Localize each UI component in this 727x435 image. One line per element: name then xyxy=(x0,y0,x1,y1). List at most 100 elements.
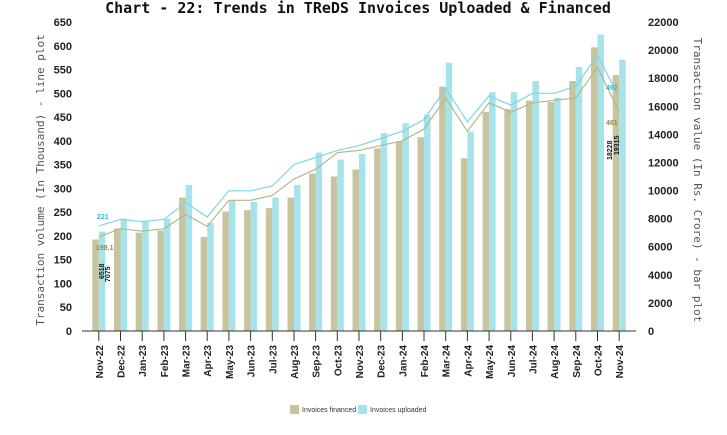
bar-financed xyxy=(92,239,99,331)
bars xyxy=(92,34,626,332)
end-line-financed-label: 461 xyxy=(606,120,618,127)
x-tick-label: Dec-23 xyxy=(377,345,388,378)
end-line-uploaded-label: 492 xyxy=(606,85,618,92)
x-tick-label: May-23 xyxy=(225,345,236,379)
line-financed xyxy=(98,66,620,238)
y-right-tick-label: 0 xyxy=(648,326,654,338)
bar-uploaded xyxy=(619,59,626,331)
bar-financed xyxy=(460,158,468,331)
x-tick-label: Apr-24 xyxy=(463,345,474,377)
bar-financed xyxy=(287,197,294,331)
bar-financed xyxy=(482,111,490,332)
y-left-tick-label: 600 xyxy=(54,41,72,53)
bar-uploaded xyxy=(185,184,193,331)
y-right-tick-label: 20000 xyxy=(648,45,679,57)
x-tick-label: Dec-22 xyxy=(117,345,128,378)
bar-uploaded xyxy=(337,159,344,331)
bar-financed xyxy=(114,228,121,331)
x-tick-label: Aug-24 xyxy=(550,345,561,379)
legend: Invoices financed Invoices uploaded xyxy=(290,405,427,414)
x-axis-ticks: Nov-22 Dec-22 Jan-23 Feb-23 Mar-23 Apr-23 May-… xyxy=(95,331,626,379)
bar-financed xyxy=(591,47,598,332)
bar-financed xyxy=(612,75,620,331)
bar-uploaded xyxy=(315,152,323,331)
lines xyxy=(98,54,620,238)
bar-uploaded xyxy=(597,34,604,331)
x-tick-label: May-24 xyxy=(485,345,496,379)
x-tick-label: Oct-23 xyxy=(333,345,344,377)
bar-uploaded xyxy=(510,92,518,331)
end-bar-uploaded-label: 19315 xyxy=(614,135,621,155)
y-left-tick-label: 50 xyxy=(60,302,72,314)
x-tick-label: Feb-23 xyxy=(160,345,171,378)
x-tick-label: Feb-24 xyxy=(420,345,431,378)
y-right-tick-label: 10000 xyxy=(648,186,679,198)
y-left-tick-label: 200 xyxy=(54,231,72,243)
bar-uploaded xyxy=(142,221,149,331)
bar-financed xyxy=(417,137,424,331)
bar-financed xyxy=(200,236,208,331)
bar-uploaded xyxy=(402,123,409,331)
y-left-tick-label: 300 xyxy=(54,183,72,195)
y-right-tick-label: 14000 xyxy=(648,129,679,141)
y-right-tick-label: 6000 xyxy=(648,242,672,254)
bar-uploaded xyxy=(532,81,539,331)
bar-uploaded xyxy=(98,231,106,331)
x-tick-label: Aug-23 xyxy=(290,345,301,379)
bar-financed xyxy=(135,232,143,331)
bar-uploaded xyxy=(575,66,583,332)
x-tick-label: Mar-23 xyxy=(182,345,193,378)
y-left-tick-label: 250 xyxy=(54,207,72,219)
bar-uploaded xyxy=(489,92,496,331)
x-tick-label: Sep-24 xyxy=(572,345,583,378)
y-right-tick-label: 12000 xyxy=(648,157,679,169)
bar-uploaded xyxy=(359,154,366,331)
bar-uploaded xyxy=(467,131,474,331)
bar-financed xyxy=(395,141,403,331)
bar-financed xyxy=(504,109,511,331)
y-right-tick-label: 2000 xyxy=(648,298,672,310)
bar-uploaded xyxy=(272,197,279,331)
y-axis-right-ticks: 0 2000 4000 6000 8000 10000 12000 14000 16000 180… xyxy=(648,17,679,338)
bar-financed xyxy=(547,102,555,331)
start-bar-financed-label: 6518 xyxy=(99,263,106,279)
bar-uploaded xyxy=(380,133,388,331)
bar-financed xyxy=(330,176,338,331)
bar-uploaded xyxy=(163,218,171,331)
start-line-financed-label: 198.1 xyxy=(96,245,114,252)
bar-financed xyxy=(309,173,316,331)
line-uploaded xyxy=(98,54,620,227)
bar-uploaded xyxy=(120,218,127,331)
bar-uploaded xyxy=(250,201,258,331)
y-right-tick-label: 8000 xyxy=(648,214,672,226)
start-bar-uploaded-label: 7075 xyxy=(105,266,112,282)
bar-financed xyxy=(244,210,251,331)
bar-financed xyxy=(157,230,164,331)
x-tick-label: Jan-24 xyxy=(398,345,409,377)
bar-uploaded xyxy=(554,97,561,331)
y-left-tick-label: 100 xyxy=(54,278,72,290)
x-tick-label: Jun-24 xyxy=(507,345,518,378)
y-left-tick-label: 350 xyxy=(54,160,72,172)
x-tick-label: Jul-23 xyxy=(268,345,279,374)
x-tick-label: Nov-23 xyxy=(355,345,366,379)
start-line-uploaded-label: 221 xyxy=(97,214,109,221)
bar-financed xyxy=(525,100,533,331)
legend-label-uploaded: Invoices uploaded xyxy=(370,407,427,414)
chart-title: Chart - 22: Trends in TReDS Invoices Upl… xyxy=(105,0,611,17)
bar-financed xyxy=(374,148,381,331)
x-tick-label: Jul-24 xyxy=(528,345,539,374)
bar-financed xyxy=(222,211,229,331)
x-tick-label: Oct-24 xyxy=(594,345,605,377)
y-right-tick-label: 18000 xyxy=(648,73,679,85)
bar-financed xyxy=(352,169,359,331)
legend-label-financed: Invoices financed xyxy=(302,407,356,414)
y-right-tick-label: 16000 xyxy=(648,101,679,113)
x-tick-label: Jan-23 xyxy=(138,345,149,377)
x-tick-label: Sep-23 xyxy=(312,345,323,378)
x-tick-label: Nov-24 xyxy=(615,345,626,379)
y-left-tick-label: 550 xyxy=(54,65,72,77)
bar-uploaded xyxy=(445,62,453,331)
y-left-tick-label: 650 xyxy=(54,17,72,29)
